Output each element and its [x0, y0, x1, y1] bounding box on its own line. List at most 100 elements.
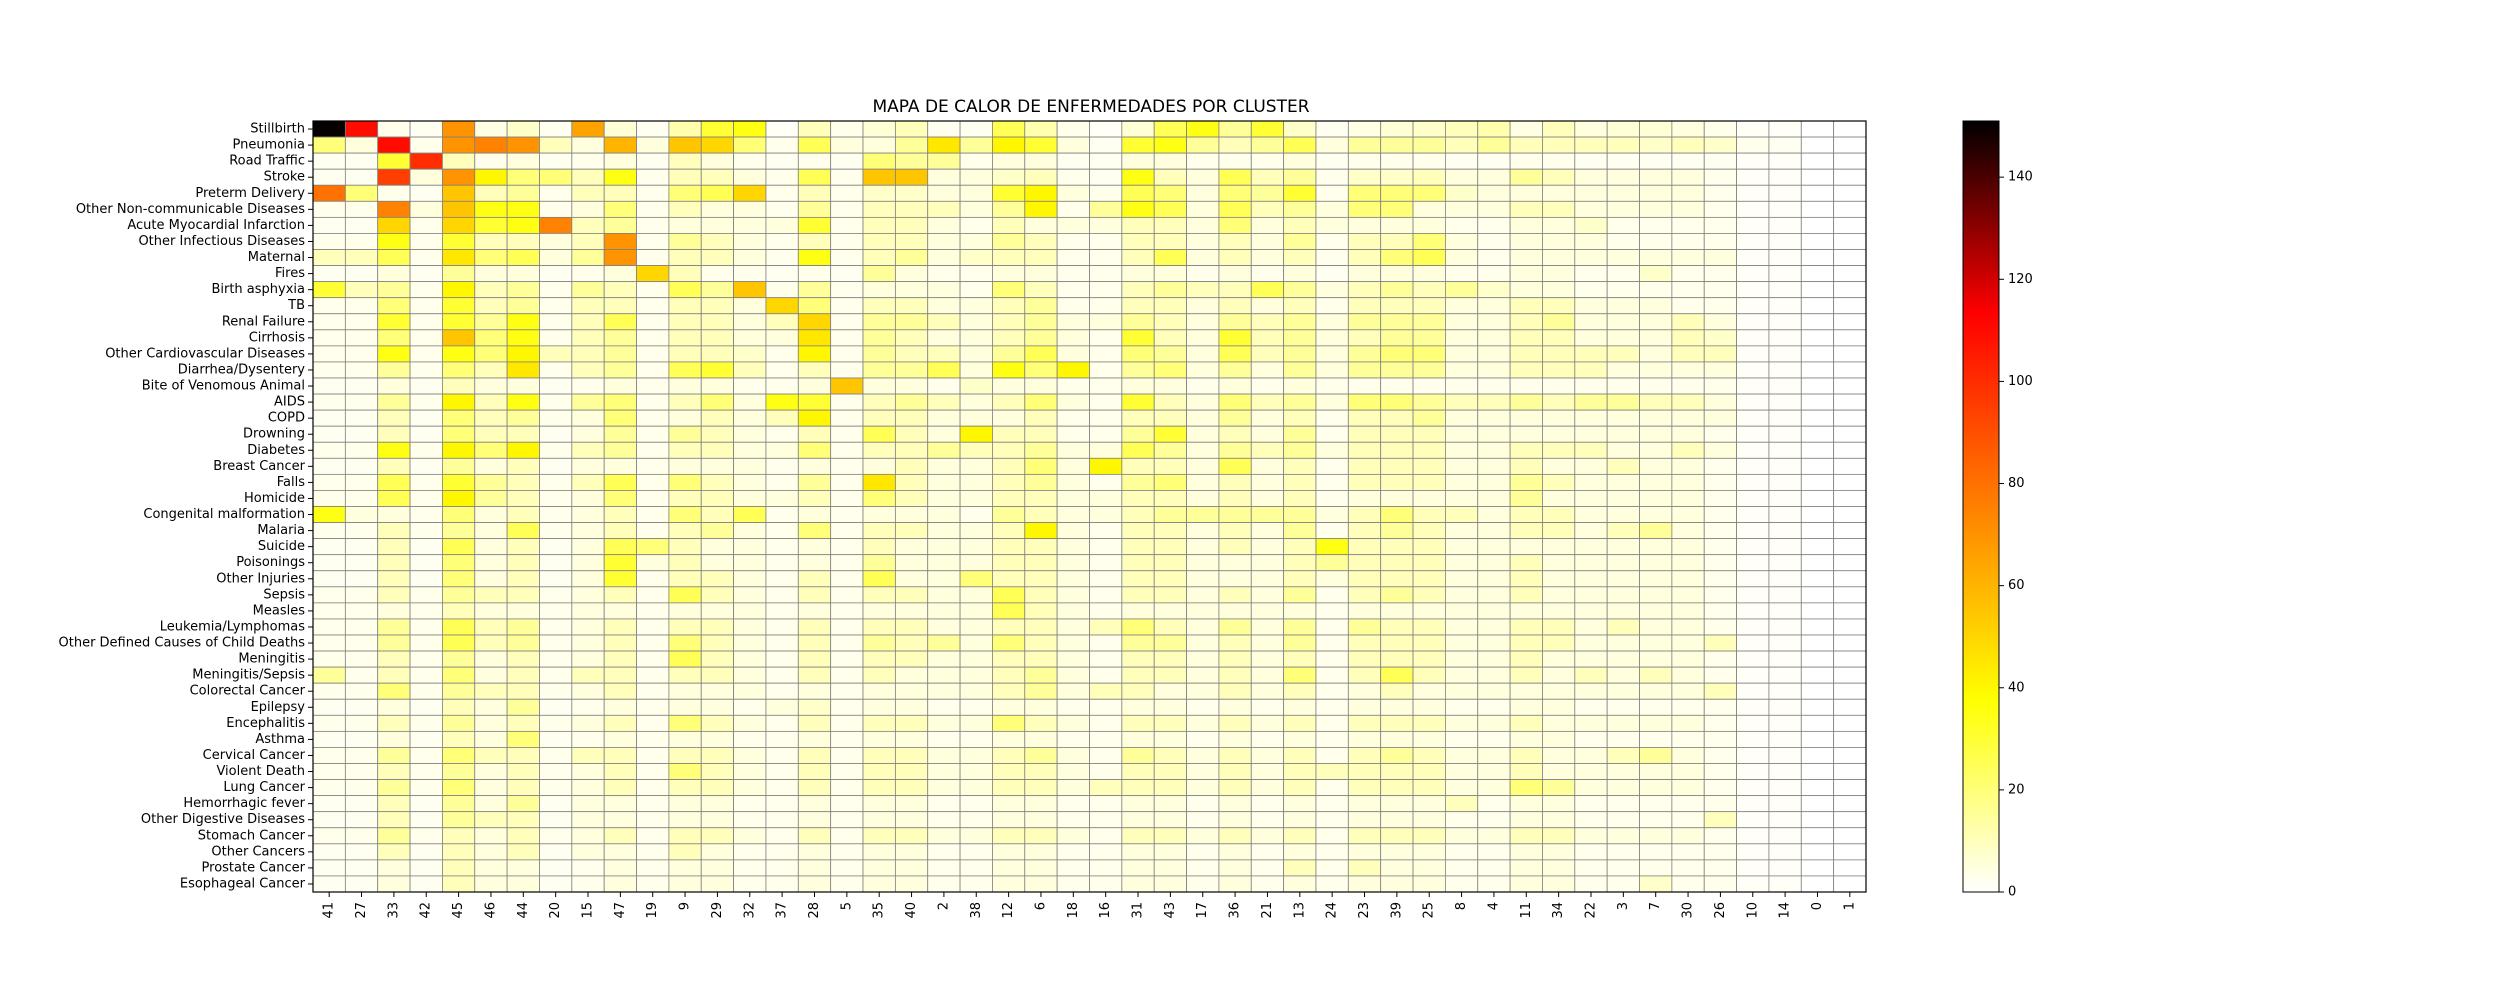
heatmap-cell: [1412, 875, 1446, 893]
heatmap-cell: [1024, 425, 1058, 443]
heatmap-cell: [1024, 650, 1058, 668]
heatmap-cell: [1024, 297, 1058, 315]
heatmap-cell: [1509, 120, 1543, 138]
heatmap-cell: [1153, 281, 1187, 299]
heatmap-cell: [1153, 714, 1187, 732]
heatmap-cell: [1509, 875, 1543, 893]
heatmap-cell: [992, 233, 1026, 250]
heatmap-cell: [377, 875, 411, 893]
heatmap-cell: [1800, 795, 1835, 813]
heatmap-cell: [1315, 490, 1349, 507]
heatmap-cell: [1024, 361, 1058, 379]
heatmap-cell: [1444, 361, 1479, 379]
heatmap-cell: [1477, 490, 1511, 507]
heatmap-cell: [312, 297, 346, 315]
heatmap-cell: [862, 136, 896, 154]
heatmap-cell: [442, 361, 476, 379]
heatmap-cell: [733, 457, 767, 475]
heatmap-cell: [377, 602, 411, 620]
heatmap-cell: [765, 714, 799, 732]
heatmap-cell: [1736, 136, 1770, 154]
heatmap-cell: [1024, 795, 1058, 813]
heatmap-cell: [506, 586, 540, 604]
heatmap-cell: [1089, 200, 1123, 218]
heatmap-cell: [1250, 345, 1285, 363]
heatmap-cell: [1218, 152, 1252, 170]
heatmap-cell: [1412, 184, 1446, 202]
heatmap-cell: [1121, 698, 1155, 716]
heatmap-cell: [1833, 425, 1867, 443]
heatmap-cell: [927, 329, 961, 347]
heatmap-cell: [1833, 602, 1867, 620]
heatmap-cell: [1218, 682, 1252, 700]
heatmap-cell: [506, 265, 540, 283]
x-tick-label: 47: [613, 902, 628, 919]
heatmap-cell: [894, 233, 929, 250]
heatmap-cell: [1412, 779, 1446, 797]
heatmap-cell: [1509, 313, 1543, 331]
heatmap-cell: [1283, 602, 1317, 620]
heatmap-cell: [636, 490, 670, 507]
heatmap-cell: [539, 586, 573, 604]
y-tick-label: Asthma: [255, 732, 305, 747]
heatmap-cell: [1477, 409, 1511, 427]
heatmap-cell: [733, 329, 767, 347]
heatmap-cell: [1574, 168, 1608, 186]
heatmap-cell: [1121, 506, 1155, 523]
heatmap-cell: [1412, 457, 1446, 475]
heatmap-cell: [636, 136, 670, 154]
heatmap-cell: [700, 441, 735, 459]
heatmap-cell: [344, 425, 379, 443]
heatmap-cell: [1444, 377, 1479, 395]
heatmap-cell: [1218, 827, 1252, 845]
heatmap-cell: [1186, 650, 1220, 668]
heatmap-cell: [1121, 249, 1155, 266]
heatmap-cell: [894, 329, 929, 347]
heatmap-cell: [830, 570, 864, 588]
heatmap-cell: [959, 843, 993, 861]
heatmap-cell: [1768, 666, 1802, 684]
heatmap-cell: [312, 506, 346, 523]
heatmap-cell: [959, 490, 993, 507]
heatmap-cell: [409, 233, 443, 250]
heatmap-cell: [668, 136, 702, 154]
heatmap-cell: [1477, 136, 1511, 154]
heatmap-cell: [571, 811, 605, 829]
heatmap-cell: [603, 490, 637, 507]
heatmap-cell: [1671, 682, 1705, 700]
heatmap-cell: [377, 747, 411, 764]
heatmap-cell: [377, 473, 411, 491]
heatmap-cell: [830, 329, 864, 347]
heatmap-cell: [1347, 441, 1382, 459]
heatmap-cell: [927, 843, 961, 861]
heatmap-cell: [1347, 313, 1382, 331]
heatmap-cell: [442, 377, 476, 395]
heatmap-cell: [1153, 361, 1187, 379]
heatmap-cell: [1542, 554, 1576, 572]
heatmap-cell: [1574, 152, 1608, 170]
heatmap-cell: [571, 249, 605, 266]
heatmap-cell: [1509, 570, 1543, 588]
heatmap-cell: [571, 795, 605, 813]
heatmap-cell: [1283, 698, 1317, 716]
heatmap-cell: [733, 682, 767, 700]
heatmap-cell: [797, 168, 832, 186]
heatmap-cell: [603, 200, 637, 218]
heatmap-cell: [1542, 457, 1576, 475]
heatmap-cell: [1833, 779, 1867, 797]
y-tick-label: Stroke: [264, 170, 305, 185]
heatmap-cell: [1477, 297, 1511, 315]
heatmap-cell: [1444, 843, 1479, 861]
heatmap-cell: [1024, 698, 1058, 716]
heatmap-cell: [700, 827, 735, 845]
heatmap-cell: [1639, 233, 1673, 250]
heatmap-cell: [571, 457, 605, 475]
heatmap-cell: [1800, 490, 1835, 507]
heatmap-cell: [474, 650, 508, 668]
heatmap-cell: [571, 859, 605, 877]
heatmap-cell: [1218, 233, 1252, 250]
heatmap-cell: [571, 875, 605, 893]
heatmap-cell: [1477, 538, 1511, 556]
heatmap-cell: [1444, 136, 1479, 154]
heatmap-cell: [927, 634, 961, 652]
